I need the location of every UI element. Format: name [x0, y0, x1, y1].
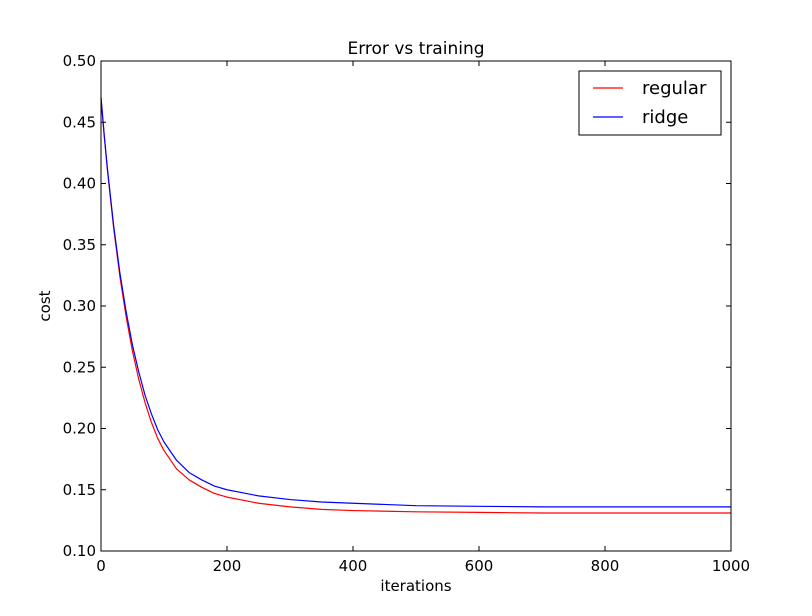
y-tick-label: 0.40	[63, 175, 96, 193]
legend-box	[578, 70, 722, 136]
y-tick-label: 0.30	[63, 297, 96, 315]
y-tick-label: 0.45	[63, 113, 96, 131]
y-tick-label: 0.35	[63, 236, 96, 254]
plot-frame	[100, 60, 732, 552]
y-tick-label: 0.25	[63, 358, 96, 376]
y-axis-label: cost	[36, 290, 54, 321]
x-tick-label: 400	[339, 557, 368, 575]
x-tick-label: 0	[96, 557, 106, 575]
y-tick-label: 0.50	[63, 52, 96, 70]
series-line-regular	[100, 97, 731, 514]
axis-ticks: 0 200 400 600 800 1000 0.10 0.15 0.20 0.25 0.30 0.3…	[63, 52, 751, 575]
y-tick-label: 0.15	[63, 481, 96, 499]
x-tick-label: 600	[465, 557, 494, 575]
x-tick-label: 200	[213, 557, 242, 575]
chart-title: Error vs training	[347, 39, 484, 59]
plot-area	[100, 97, 731, 514]
x-axis-label: iterations	[380, 577, 451, 595]
legend-label-regular: regular	[642, 78, 707, 99]
series-line-ridge	[100, 97, 731, 508]
legend-label-ridge: ridge	[642, 107, 688, 128]
legend: regular ridge	[578, 70, 722, 136]
x-tick-label: 1000	[712, 557, 750, 575]
y-tick-label: 0.10	[63, 542, 96, 560]
x-tick-label: 800	[591, 557, 620, 575]
y-tick-label: 0.20	[63, 420, 96, 438]
